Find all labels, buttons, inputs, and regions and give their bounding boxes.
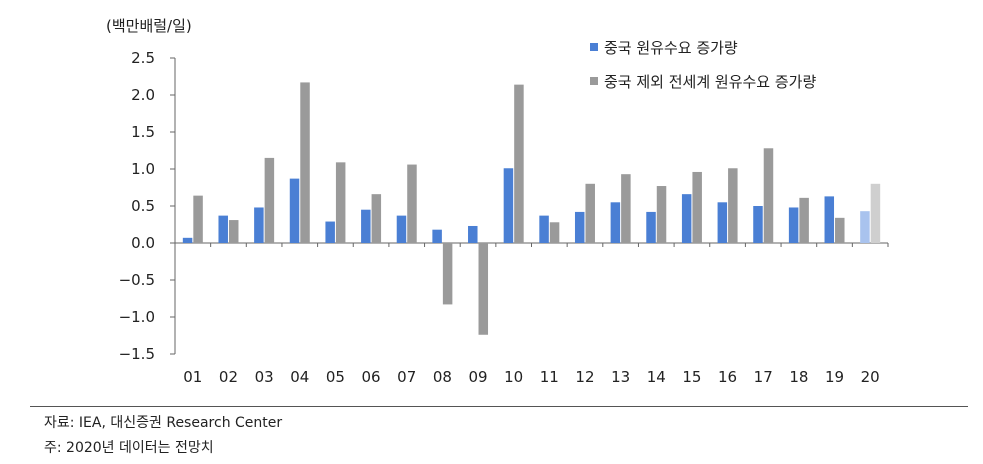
x-tick-label: 14 [647, 368, 666, 386]
y-axis: 2.5 2.0 1.5 1.0 0.5 0.0 −0.5 −1.0 −1.5 [119, 49, 176, 363]
bar-china-19 [824, 196, 835, 243]
bar-world-ex-china-03 [264, 157, 275, 243]
legend-label-world-ex-china: 중국 제외 전세계 원유수요 증가량 [604, 72, 817, 91]
bar-world-ex-china-10 [514, 84, 524, 243]
y-tick-label: 2.0 [131, 86, 155, 104]
bar-china-16 [717, 202, 728, 243]
bar-world-ex-china-12 [585, 183, 595, 243]
x-axis [174, 242, 889, 247]
x-tick-label: 06 [362, 368, 381, 386]
x-tick-label: 12 [575, 368, 594, 386]
x-tick-label: 09 [468, 368, 487, 386]
x-tick-label: 15 [682, 368, 701, 386]
bar-china-17 [753, 206, 763, 243]
x-tick-label: 04 [290, 368, 309, 386]
x-tick-label: 08 [433, 368, 452, 386]
bar-china-06 [361, 209, 371, 243]
x-tick-label: 17 [754, 368, 773, 386]
bar-world-ex-china-15 [692, 171, 702, 243]
bar-world-ex-china-01 [193, 195, 203, 243]
x-tick-label: 07 [397, 368, 416, 386]
bar-world-ex-china-20 [870, 183, 881, 243]
bar-world-ex-china-06 [371, 194, 382, 243]
bar-world-ex-china-17 [763, 148, 774, 243]
bar-china-08 [432, 229, 442, 243]
data-note: 주: 2020년 데이터는 전망치 [44, 440, 214, 456]
bar-world-ex-china-13 [621, 174, 631, 243]
x-tick-label: 18 [789, 368, 808, 386]
source-note: 자료: IEA, 대신증권 Research Center [44, 415, 283, 431]
x-tick-label: 02 [219, 368, 238, 386]
legend-item-china: 중국 원유수요 증가량 [590, 30, 816, 64]
x-tick-label: 11 [540, 368, 559, 386]
bar-china-18 [788, 207, 799, 243]
bar-china-01 [182, 237, 193, 243]
bar-world-ex-china-19 [835, 217, 845, 243]
bar-china-02 [218, 215, 228, 243]
bar-world-ex-china-07 [407, 164, 417, 243]
bar-china-10 [503, 168, 514, 243]
y-tick-label: −1.0 [119, 308, 155, 326]
y-tick-label: 0.0 [131, 234, 155, 252]
bar-china-20 [860, 211, 870, 243]
y-tick-label: 0.5 [131, 197, 155, 215]
bar-world-ex-china-18 [799, 197, 809, 243]
bar-world-ex-china-08 [442, 243, 453, 305]
bar-china-12 [574, 211, 585, 243]
x-tick-labels: 01 02 03 04 05 06 07 08 09 10 11 12 13 14 15 16 17 18 19 20 [183, 368, 879, 386]
y-tick-label: 2.5 [131, 49, 155, 67]
bar-world-ex-china-09 [478, 243, 489, 335]
y-axis-unit-label: (백만배럴/일) [106, 17, 192, 35]
x-tick-label: 05 [326, 368, 345, 386]
bar-china-07 [396, 215, 407, 243]
bar-china-04 [289, 178, 300, 243]
bars [182, 82, 881, 335]
bar-china-13 [610, 202, 621, 243]
y-tick-label: −1.5 [119, 345, 155, 363]
x-tick-label: 10 [504, 368, 523, 386]
bar-china-05 [325, 221, 335, 243]
bar-china-09 [468, 225, 478, 243]
legend-label-china: 중국 원유수요 증가량 [604, 38, 738, 57]
bar-world-ex-china-14 [656, 186, 667, 243]
x-tick-label: 01 [183, 368, 202, 386]
bar-world-ex-china-04 [300, 82, 310, 243]
legend-item-world-ex-china: 중국 제외 전세계 원유수요 증가량 [590, 64, 816, 98]
bar-china-03 [254, 207, 264, 243]
bar-world-ex-china-02 [228, 220, 239, 243]
legend-swatch-china [590, 43, 598, 51]
bar-china-14 [646, 211, 656, 243]
legend: 중국 원유수요 증가량 중국 제외 전세계 원유수요 증가량 [590, 30, 816, 98]
footer-divider [30, 406, 968, 407]
bar-world-ex-china-16 [728, 168, 738, 243]
bar-world-ex-china-11 [549, 222, 560, 243]
x-tick-label: 03 [255, 368, 274, 386]
x-tick-label: 16 [718, 368, 737, 386]
legend-swatch-world-ex-china [590, 77, 598, 85]
x-tick-label: 13 [611, 368, 630, 386]
y-tick-label: 1.5 [131, 123, 155, 141]
x-tick-label: 20 [861, 368, 880, 386]
bar-china-15 [681, 194, 692, 243]
bar-world-ex-china-05 [335, 162, 346, 243]
y-tick-label: −0.5 [119, 271, 155, 289]
y-tick-label: 1.0 [131, 160, 155, 178]
bar-china-11 [539, 215, 549, 243]
x-tick-label: 19 [825, 368, 844, 386]
